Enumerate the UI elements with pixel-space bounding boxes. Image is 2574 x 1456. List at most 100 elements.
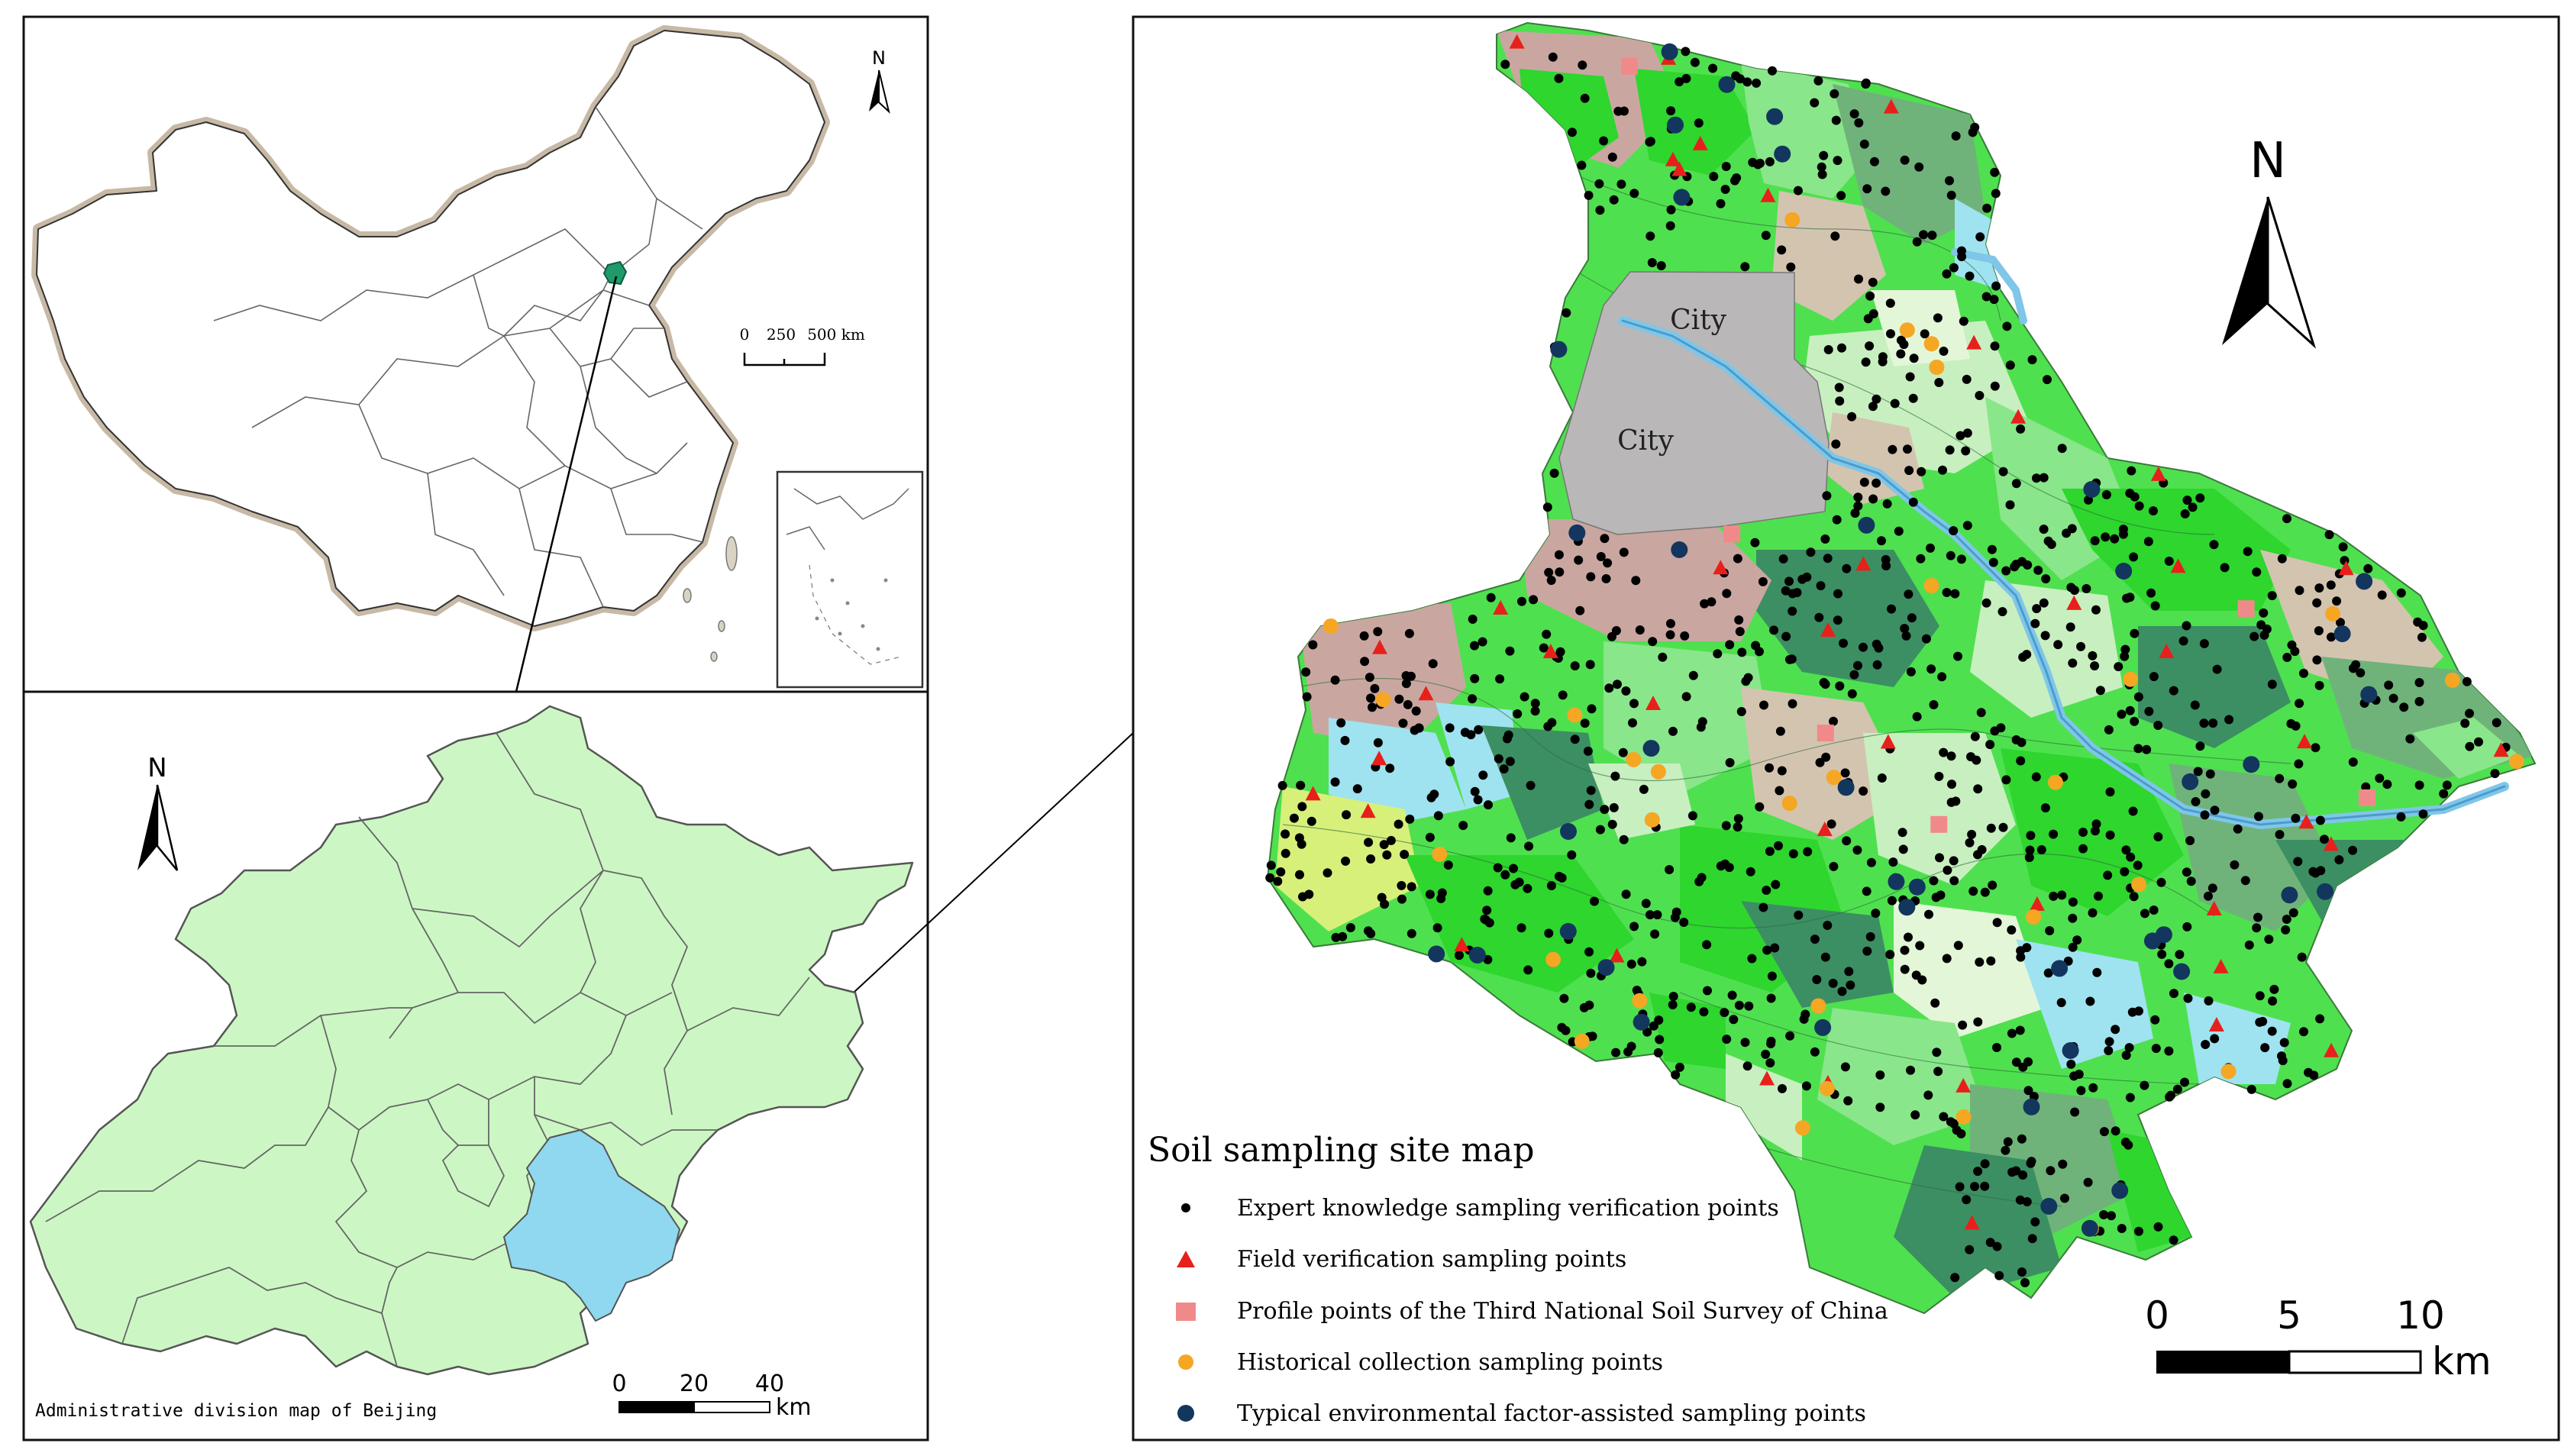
field-verification-point [1645, 695, 1662, 710]
expert-sampling-point [1635, 625, 1645, 635]
expert-sampling-point [1595, 825, 1605, 835]
typical-environmental-point [1568, 524, 1586, 541]
expert-sampling-point [1425, 832, 1435, 842]
expert-sampling-point [1626, 959, 1636, 969]
expert-sampling-point [1871, 909, 1881, 918]
expert-sampling-point [2049, 829, 2059, 839]
expert-sampling-point [1801, 1009, 1810, 1019]
field-verification-point [1964, 1215, 1980, 1230]
expert-sampling-point [2244, 940, 2254, 950]
field-verification-point [1371, 751, 1387, 766]
expert-sampling-point [1600, 805, 1610, 815]
expert-sampling-point [1746, 867, 1755, 877]
expert-sampling-point [1629, 922, 1639, 931]
expert-sampling-point [2316, 866, 2326, 876]
expert-sampling-point [2007, 925, 2017, 935]
expert-sampling-point [1570, 734, 1580, 744]
expert-sampling-point [1273, 877, 1283, 886]
expert-sampling-point [1775, 726, 1785, 736]
expert-sampling-point [2230, 860, 2240, 870]
expert-sampling-point [2182, 922, 2192, 931]
expert-sampling-point [1437, 888, 1447, 898]
expert-sampling-point [2026, 1158, 2036, 1168]
expert-sampling-point [1859, 642, 1868, 652]
expert-sampling-point [1826, 819, 1836, 829]
expert-sampling-point [1455, 951, 1464, 960]
expert-sampling-point [2083, 1177, 2093, 1187]
expert-sampling-point [1755, 802, 1765, 812]
expert-sampling-point [2460, 718, 2470, 728]
historical-sampling-point [2444, 672, 2460, 688]
expert-sampling-point [2068, 942, 2078, 952]
expert-sampling-point [1517, 596, 1526, 606]
expert-sampling-point [2085, 996, 2095, 1006]
typical-environmental-point [1642, 740, 1660, 757]
expert-sampling-point [1741, 676, 1751, 686]
soil-map: City City N Soil sampling site map Exper… [1148, 22, 2536, 1427]
expert-sampling-point [1819, 150, 1829, 160]
expert-sampling-point [1816, 581, 1826, 591]
expert-sampling-point [2118, 529, 2128, 539]
expert-sampling-point [1899, 340, 1909, 350]
expert-sampling-point [1887, 604, 1896, 614]
expert-sampling-point [2072, 935, 2082, 945]
expert-sampling-point [1766, 993, 1776, 1003]
expert-sampling-point [1666, 205, 1676, 215]
expert-sampling-point [1859, 139, 1869, 149]
expert-sampling-point [2252, 923, 2262, 933]
expert-sampling-point [1878, 357, 1888, 366]
expert-sampling-point [1568, 128, 1577, 137]
expert-sampling-point [1823, 554, 1833, 563]
expert-sampling-point [2120, 651, 2130, 661]
expert-sampling-point [2125, 489, 2135, 498]
expert-sampling-point [1379, 840, 1389, 850]
expert-sampling-point [1276, 867, 1286, 877]
expert-sampling-point [1505, 757, 1515, 767]
expert-sampling-point [2490, 769, 2500, 779]
expert-sampling-point [1784, 576, 1794, 586]
expert-sampling-point [1865, 341, 1875, 351]
expert-sampling-point [1404, 628, 1414, 638]
expert-sampling-point [1872, 478, 1881, 488]
field-verification-point [2297, 734, 2313, 749]
expert-sampling-point [1484, 800, 1493, 810]
expert-sampling-point [2204, 891, 2213, 901]
expert-sampling-point [2164, 557, 2174, 566]
expert-sampling-point [1990, 167, 2000, 177]
expert-sampling-point [1949, 526, 1959, 536]
profile-survey-point [2358, 789, 2375, 806]
expert-sampling-point [1336, 718, 1346, 728]
expert-sampling-point [1973, 1017, 1983, 1027]
expert-sampling-point [1729, 1015, 1739, 1025]
expert-sampling-point [2140, 909, 2149, 918]
expert-sampling-point [2193, 767, 2203, 776]
expert-sampling-point [2007, 1028, 2017, 1038]
expert-sampling-point [2259, 630, 2269, 640]
expert-sampling-point [2204, 996, 2214, 1006]
expert-sampling-point [1990, 341, 2000, 351]
legend-symbol-historical [1178, 1354, 1193, 1370]
expert-sampling-point [1975, 957, 1985, 967]
expert-sampling-point [2033, 565, 2043, 575]
typical-environmental-point [1673, 189, 1691, 206]
expert-sampling-point [2134, 501, 2144, 511]
expert-sampling-point [1788, 606, 1797, 616]
historical-sampling-point [2508, 754, 2524, 770]
expert-sampling-point [2057, 444, 2067, 454]
expert-sampling-point [2399, 702, 2409, 712]
expert-sampling-point [2144, 706, 2154, 716]
expert-sampling-point [1982, 203, 1992, 213]
expert-sampling-point [1882, 499, 1892, 508]
expert-sampling-point [1832, 515, 1842, 525]
expert-sampling-point [2101, 490, 2111, 499]
typical-environmental-point [1428, 945, 1445, 963]
expert-sampling-point [1815, 757, 1825, 767]
expert-sampling-point [2120, 867, 2130, 877]
expert-sampling-point [2269, 984, 2279, 994]
expert-sampling-point [1557, 873, 1567, 883]
historical-sampling-point [1956, 1109, 1972, 1125]
expert-sampling-point [1687, 811, 1697, 821]
expert-sampling-point [1939, 1112, 1949, 1122]
expert-sampling-point [2327, 632, 2336, 642]
expert-sampling-point [1939, 747, 1949, 757]
